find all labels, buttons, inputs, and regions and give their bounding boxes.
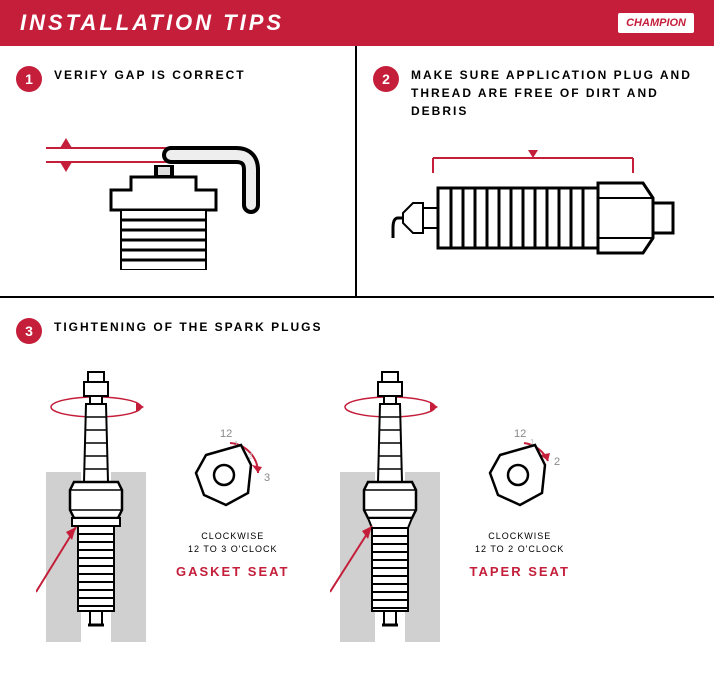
range-text: 12 TO 3 O'CLOCK <box>188 544 277 554</box>
thread-diagram <box>373 138 693 288</box>
step-1-number: 1 <box>16 66 42 92</box>
page-title: INSTALLATION TIPS <box>20 10 284 36</box>
step-2-panel: 2 Make sure application plug and thread … <box>357 46 714 296</box>
gasket-clock-diagram: 12 3 1 2 <box>176 425 276 525</box>
taper-clock-diagram: 12 2 1 <box>470 425 570 525</box>
range-text: 12 TO 2 O'CLOCK <box>475 544 564 554</box>
brand-logo: CHAMPION <box>618 13 694 33</box>
taper-direction-label: CLOCKWISE 12 TO 2 O'CLOCK <box>470 530 570 555</box>
gap-diagram <box>16 110 316 270</box>
taper-clock-section: 12 2 1 CLOCKWISE 12 TO 2 O'CLOCK TAPER S… <box>470 425 570 578</box>
clock-12-label: 12 <box>514 428 526 440</box>
step-2-text: Make sure application plug and thread ar… <box>411 66 698 120</box>
clock-3-label: 3 <box>264 472 270 484</box>
step-1-header: 1 Verify gap is correct <box>16 66 339 92</box>
step-1-panel: 1 Verify gap is correct <box>0 46 357 296</box>
gasket-direction-label: CLOCKWISE 12 TO 3 O'CLOCK <box>176 530 290 555</box>
step-3-panel: 3 Tightening of the spark plugs <box>0 298 714 688</box>
taper-seat-label: TAPER SEAT <box>470 564 570 579</box>
gasket-seat-label: GASKET SEAT <box>176 564 290 579</box>
header-bar: INSTALLATION TIPS CHAMPION <box>0 0 714 46</box>
step-3-text: Tightening of the spark plugs <box>54 318 322 336</box>
direction-text: CLOCKWISE <box>201 531 264 541</box>
taper-section: 12 2 1 CLOCKWISE 12 TO 2 O'CLOCK TAPER S… <box>330 362 570 642</box>
step-3-header: 3 Tightening of the spark plugs <box>16 318 698 344</box>
gasket-clock-section: 12 3 1 2 CLOCKWISE 12 TO 3 O'CLOCK GASKE… <box>176 425 290 578</box>
gasket-section: 12 3 1 2 CLOCKWISE 12 TO 3 O'CLOCK GASKE… <box>36 362 290 642</box>
clock-2-label: 2 <box>554 456 560 468</box>
clock-12-label: 12 <box>220 428 232 440</box>
step-2-header: 2 Make sure application plug and thread … <box>373 66 698 120</box>
direction-text: CLOCKWISE <box>488 531 551 541</box>
gasket-plug-diagram <box>36 362 156 642</box>
step-3-number: 3 <box>16 318 42 344</box>
top-row: 1 Verify gap is correct <box>0 46 714 298</box>
step-1-text: Verify gap is correct <box>54 66 246 84</box>
tightening-diagrams: 12 3 1 2 CLOCKWISE 12 TO 3 O'CLOCK GASKE… <box>16 362 698 642</box>
taper-plug-diagram <box>330 362 450 642</box>
step-2-number: 2 <box>373 66 399 92</box>
